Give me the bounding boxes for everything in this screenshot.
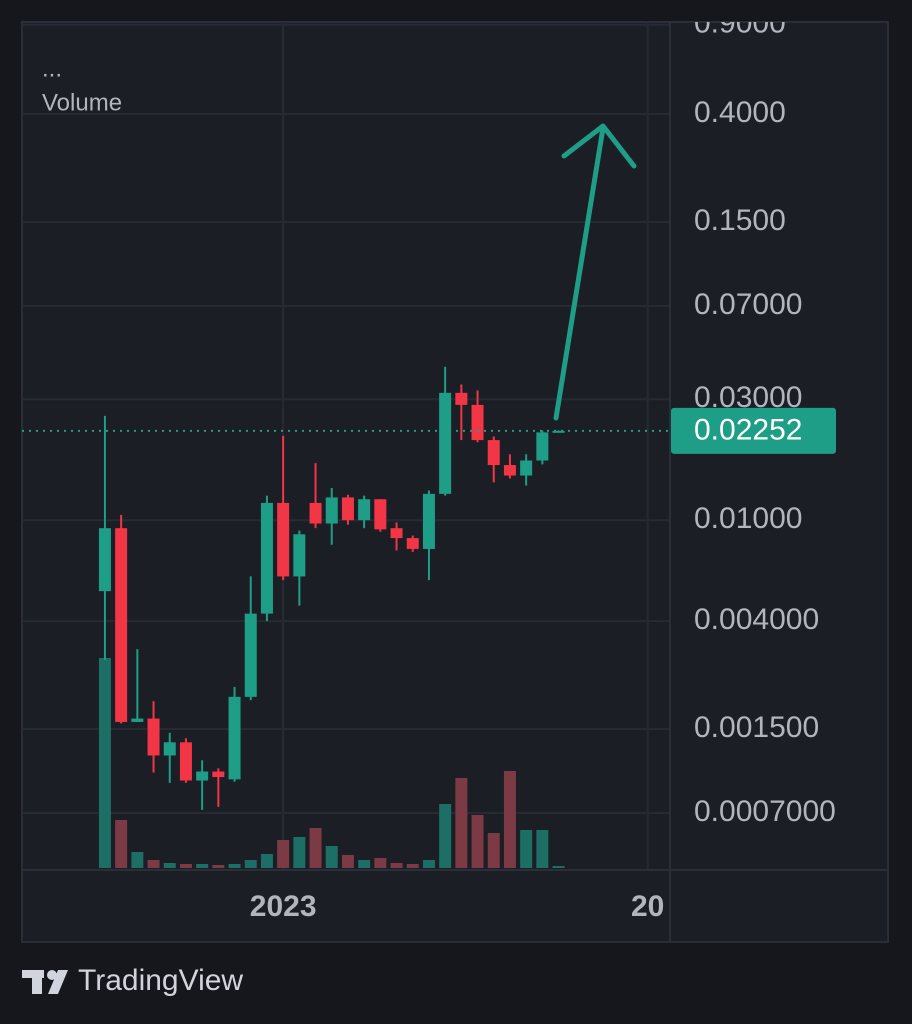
volume-bar (487, 833, 500, 868)
volume-bar (228, 864, 241, 868)
candle-body (552, 430, 565, 433)
volume-bar (341, 855, 354, 868)
logo-part (48, 970, 68, 994)
volume-bar (422, 860, 435, 868)
candle-body (115, 528, 128, 722)
y-tick-label: 0.1500 (694, 204, 786, 237)
volume-bar (244, 860, 257, 868)
logo-part (32, 970, 42, 994)
candle-body (196, 771, 209, 781)
volume-bar (196, 864, 209, 868)
candles (22, 366, 670, 810)
y-tick-label: 0.9000 (694, 7, 786, 40)
last-price-tag (671, 407, 836, 454)
volume-bar (406, 864, 419, 868)
arrow-head (561, 123, 637, 169)
volume-bar (439, 804, 452, 868)
candle-body (471, 404, 484, 441)
volume-bar (503, 771, 516, 868)
y-tick-label: 0.001500 (694, 711, 819, 744)
candle-body (260, 502, 273, 614)
candle-body (212, 771, 225, 778)
volume-bar (520, 830, 533, 868)
time-axis: 2023 20 (250, 890, 665, 923)
y-tick-label: 0.01000 (694, 502, 802, 535)
volume-bar (325, 846, 338, 868)
candle-body (455, 392, 468, 405)
volume-bar (147, 860, 160, 868)
volume-bar (115, 820, 128, 868)
chart-panel (21, 21, 889, 943)
candle-body (358, 499, 371, 521)
candle-body (536, 432, 549, 461)
brand-name: TradingView (78, 964, 243, 997)
price-axis: 0.90000.40000.15000.070000.030000.010000… (694, 7, 836, 828)
brand-logo (22, 970, 68, 994)
volume-bar (358, 860, 371, 868)
candle-body (163, 742, 176, 756)
x-tick-label: 2023 (250, 890, 317, 923)
candle-body (293, 534, 306, 577)
candle-body (179, 742, 192, 781)
volume-bar (552, 866, 565, 868)
candle-body (147, 718, 160, 756)
volume-bar (98, 658, 111, 868)
y-tick-label: 0.4000 (694, 96, 786, 129)
candle-body (390, 528, 403, 539)
volume-bar (277, 840, 290, 868)
candle-body (244, 613, 257, 697)
candle-body (325, 497, 338, 524)
volume-bar (163, 863, 176, 868)
legend-title: ... (42, 55, 62, 82)
candle-body (341, 497, 354, 521)
candle-body (503, 465, 516, 476)
volume-label: Volume (42, 89, 122, 116)
volume-bar (212, 865, 225, 868)
candle-body (422, 493, 435, 549)
candle-body (374, 499, 387, 530)
candle-body (277, 502, 290, 577)
volume-bar (390, 863, 403, 868)
candle-body (406, 538, 419, 549)
volume-bar (455, 778, 468, 868)
volume-bar (374, 858, 387, 868)
candle-body (309, 502, 322, 524)
volume-bar (309, 828, 322, 868)
volume-bar (179, 864, 192, 868)
x-tick-label: 20 (631, 890, 664, 923)
candle-body (520, 460, 533, 476)
volume-bar (471, 815, 484, 868)
candle-body (228, 696, 241, 780)
arrow-shaft (553, 125, 606, 421)
logo-part (47, 970, 57, 980)
candle-body (487, 440, 500, 466)
y-tick-label: 0.07000 (694, 288, 802, 321)
volume-bar (293, 837, 306, 868)
volume-bar (131, 852, 144, 868)
y-tick-label: 0.004000 (694, 603, 819, 636)
candle-body (131, 718, 144, 722)
arrow-annotation (553, 123, 637, 421)
volume-pane (98, 658, 565, 868)
y-tick-label: 0.0007000 (694, 795, 836, 828)
candle-body (439, 392, 452, 494)
volume-bar (536, 830, 549, 868)
candle-body (98, 528, 111, 592)
last-price-label: 0.02252 (694, 414, 802, 447)
volume-bar (260, 854, 273, 868)
